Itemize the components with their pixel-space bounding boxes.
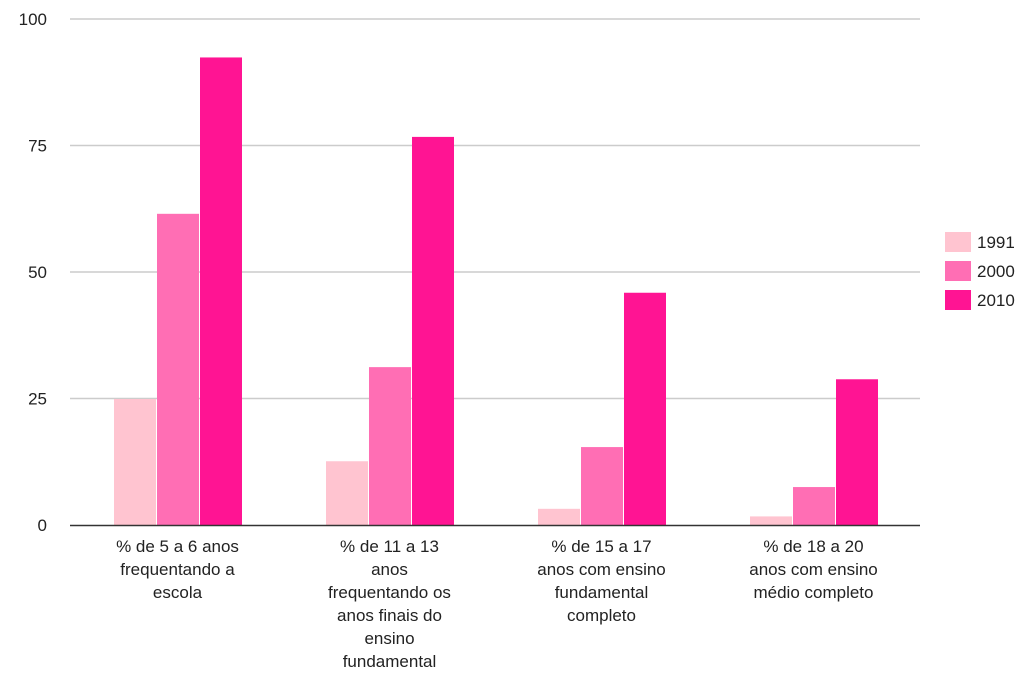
x-category-label-4-line-1: % de 18 a 20 — [763, 537, 863, 556]
legend-swatch-1991 — [945, 232, 971, 252]
bar-1991-cat4 — [750, 516, 792, 525]
x-category-label-3-line-4: completo — [567, 606, 636, 625]
y-tick-label-75: 75 — [28, 137, 47, 156]
bar-2010-cat1 — [200, 57, 242, 526]
bar-1991-cat2 — [326, 461, 368, 525]
x-category-label-4-line-3: médio completo — [753, 583, 873, 602]
x-category-label-3-line-3: fundamental — [555, 583, 649, 602]
y-tick-label-50: 50 — [28, 263, 47, 282]
x-category-label-1-line-3: escola — [153, 583, 203, 602]
x-category-label-2-line-3: frequentando os — [328, 583, 451, 602]
bar-2010-cat3 — [624, 292, 666, 525]
legend-swatch-2000 — [945, 261, 971, 281]
bar-2000-cat2 — [369, 367, 411, 525]
bar-2010-cat4 — [836, 379, 878, 525]
bar-1991-cat3 — [538, 508, 580, 525]
bar-2000-cat1 — [157, 213, 199, 525]
x-category-label-2-line-5: ensino — [364, 629, 414, 648]
bar-2000-cat3 — [581, 447, 623, 525]
legend-label-1991: 1991 — [977, 233, 1015, 252]
x-category-label-2-line-4: anos finais do — [337, 606, 442, 625]
x-category-label-2-line-1: % de 11 a 13 — [340, 537, 439, 556]
x-category-label-3-line-2: anos com ensino — [537, 560, 666, 579]
y-tick-label-100: 100 — [19, 10, 47, 29]
x-category-label-2-line-6: fundamental — [343, 652, 437, 671]
bar-1991-cat1 — [114, 399, 156, 525]
x-category-label-3-line-1: % de 15 a 17 — [551, 537, 651, 556]
x-category-label-2-line-2: anos — [371, 560, 408, 579]
legend-label-2010: 2010 — [977, 291, 1015, 310]
x-category-label-1-line-2: frequentando a — [120, 560, 235, 579]
x-category-label-4-line-2: anos com ensino — [749, 560, 878, 579]
y-tick-label-25: 25 — [28, 390, 47, 409]
y-tick-label-0: 0 — [38, 516, 47, 535]
x-category-label-1-line-1: % de 5 a 6 anos — [116, 537, 239, 556]
bar-2000-cat4 — [793, 487, 835, 525]
legend-label-2000: 2000 — [977, 262, 1015, 281]
bar-2010-cat2 — [412, 136, 454, 525]
legend-swatch-2010 — [945, 290, 971, 310]
